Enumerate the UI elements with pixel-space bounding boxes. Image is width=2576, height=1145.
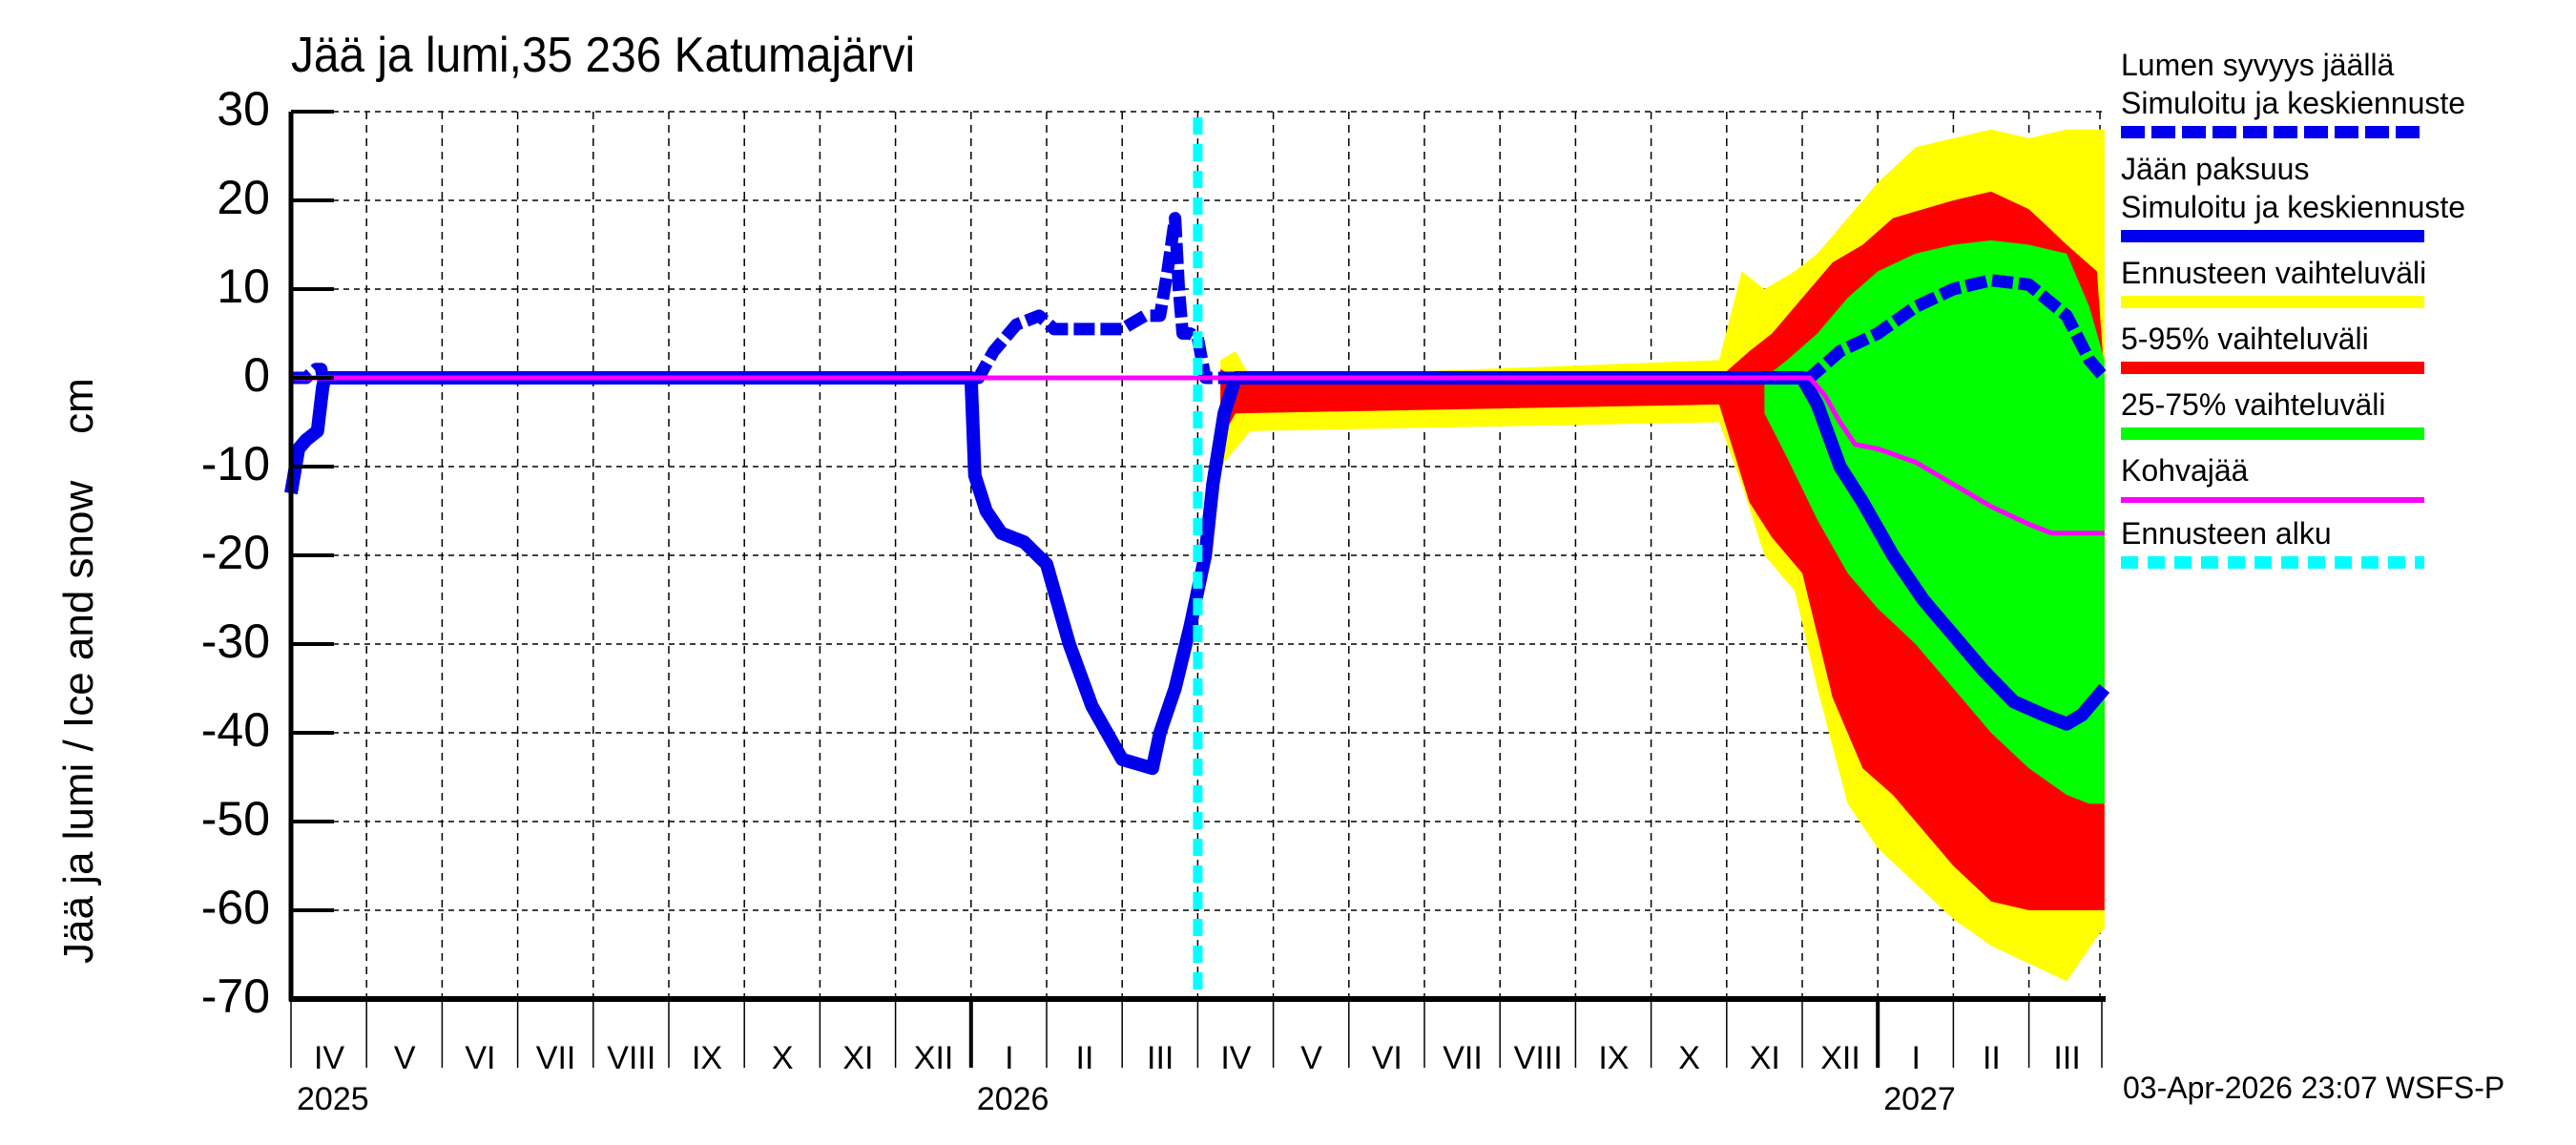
- forecast-bands: [1220, 129, 2105, 982]
- month-label: V: [1300, 1040, 1322, 1076]
- legend-item: Ennusteen vaihteluväli: [2121, 254, 2569, 308]
- y-tick-label: -30: [200, 614, 270, 668]
- legend-swatch: [2121, 126, 2424, 138]
- legend-item: Ennusteen alku: [2121, 514, 2569, 569]
- legend-label: Simuloitu ja keskiennuste: [2121, 190, 2466, 224]
- y-tick-label: 0: [243, 348, 270, 402]
- month-label: VI: [1371, 1040, 1402, 1076]
- month-label: IX: [1598, 1040, 1630, 1076]
- legend-label: Jään paksuus: [2121, 152, 2310, 186]
- axes: [288, 110, 2106, 1068]
- month-label: XI: [1749, 1040, 1780, 1076]
- legend-swatch: [2121, 362, 2424, 374]
- month-label: III: [1147, 1040, 1174, 1076]
- month-label: I: [1005, 1040, 1014, 1076]
- chart-title: Jää ja lumi,35 236 Katumajärvi: [291, 28, 916, 83]
- month-label: I: [1911, 1040, 1921, 1076]
- legend-label: Ennusteen alku: [2121, 516, 2332, 551]
- series-lines: [284, 212, 2110, 776]
- legend-swatch: [2121, 427, 2424, 440]
- month-label: VIII: [1513, 1040, 1563, 1076]
- y-tick-label: -70: [200, 969, 270, 1023]
- month-label: XII: [913, 1040, 954, 1076]
- legend-label: Lumen syvyys jäällä: [2121, 48, 2395, 82]
- month-label: IX: [691, 1040, 723, 1076]
- legend-item: Jään paksuus Simuloitu ja keskiennuste: [2121, 150, 2569, 242]
- legend-swatch: [2121, 497, 2424, 503]
- y-tick-label: -50: [200, 792, 270, 845]
- y-tick-label: -60: [200, 881, 270, 934]
- legend-label: 5-95% vaihteluväli: [2121, 322, 2369, 356]
- legend-label: 25-75% vaihteluväli: [2121, 387, 2386, 422]
- legend-swatch: [2121, 556, 2424, 569]
- month-label: IV: [1220, 1040, 1252, 1076]
- month-label: II: [1982, 1040, 2001, 1076]
- month-label: III: [2053, 1040, 2081, 1076]
- legend-label: Ennusteen vaihteluväli: [2121, 256, 2427, 290]
- month-label: XI: [842, 1040, 874, 1076]
- y-tick-label: -10: [200, 437, 270, 490]
- year-label: 2027: [1883, 1081, 1956, 1117]
- legend: Lumen syvyys jäällä Simuloitu ja keskienn…: [2121, 46, 2569, 580]
- month-label: X: [1678, 1040, 1700, 1076]
- month-label: XII: [1820, 1040, 1860, 1076]
- timestamp: 03-Apr-2026 23:07 WSFS-P: [2123, 1071, 2505, 1105]
- month-label: IV: [313, 1040, 345, 1076]
- y-axis-label: Jää ja lumi / Ice and snow cm: [55, 378, 102, 964]
- year-label: 2026: [976, 1081, 1049, 1117]
- legend-item: 25-75% vaihteluväli: [2121, 385, 2569, 440]
- month-label: VII: [535, 1040, 576, 1076]
- legend-item: 5-95% vaihteluväli: [2121, 320, 2569, 374]
- month-label: X: [771, 1040, 794, 1076]
- legend-label: Simuloitu ja keskiennuste: [2121, 86, 2466, 120]
- band-00ff00: [1764, 239, 2105, 804]
- y-tick-label: -40: [200, 703, 270, 757]
- y-tick-label: -20: [200, 526, 270, 579]
- month-label: V: [393, 1040, 416, 1076]
- month-label: VIII: [607, 1040, 656, 1076]
- legend-swatch: [2121, 230, 2424, 242]
- month-label: II: [1075, 1040, 1094, 1076]
- y-tick-label: 10: [217, 260, 270, 313]
- y-tick-label: 30: [217, 82, 270, 135]
- legend-swatch: [2121, 296, 2424, 308]
- month-label: VII: [1443, 1040, 1483, 1076]
- y-tick-label: 20: [217, 171, 270, 224]
- legend-item: Kohvajää: [2121, 451, 2569, 503]
- legend-label: Kohvajää: [2121, 453, 2249, 488]
- year-label: 2025: [297, 1081, 369, 1117]
- legend-item: Lumen syvyys jäällä Simuloitu ja keskienn…: [2121, 46, 2569, 138]
- month-label: VI: [465, 1040, 496, 1076]
